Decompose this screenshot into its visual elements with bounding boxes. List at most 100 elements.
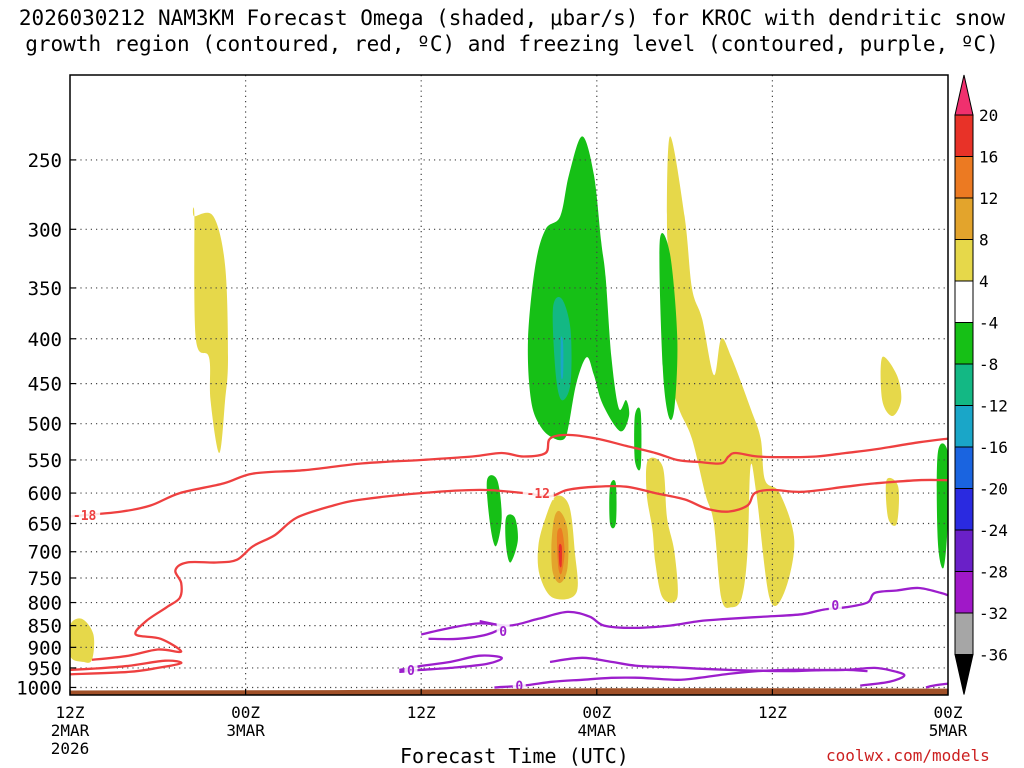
freezing-contour-5 (925, 682, 948, 689)
grid-lines (70, 75, 948, 695)
colorbar-swatch-8 (954, 446, 974, 489)
chart-title-line1: 2026030212 NAM3KM Forecast Omega (shaded… (18, 6, 1006, 30)
y-tick-label-450: 450 (28, 374, 62, 396)
freezing-contour-2 (399, 654, 503, 674)
colorbar-label-0: 20 (979, 106, 998, 125)
colorbar-bottom-triangle (954, 654, 974, 695)
y-tick-label-350: 350 (28, 278, 62, 300)
y-tick-label-950: 950 (28, 658, 62, 680)
omega-region-12 (560, 336, 564, 380)
dgz-label-bg-1 (522, 485, 554, 501)
dgz-contour-label-1: -12 (527, 487, 550, 502)
colorbar-label-2: 12 (979, 189, 998, 208)
colorbar-label-9: -20 (979, 480, 1008, 499)
omega-region-1 (70, 618, 95, 663)
dgz-label-bg-0 (70, 507, 101, 523)
colorbar-label-1: 16 (979, 148, 998, 167)
omega-region-18 (936, 443, 948, 569)
omega-region-5 (558, 543, 563, 568)
x-tick-label-0-0: 12Z (56, 703, 85, 722)
colorbar-swatch-9 (954, 488, 974, 531)
omega-region-13 (659, 232, 678, 420)
dgz-contour-label-0: -18 (73, 509, 97, 524)
freezing-contour-label-0: 0 (831, 599, 839, 614)
y-tick-label-800: 800 (28, 593, 62, 615)
plot-frame (69, 74, 949, 696)
colorbar-swatch-0 (954, 114, 974, 157)
x-tick-label-24-0: 12Z (407, 703, 436, 722)
colorbar-swatch-11 (954, 571, 974, 614)
colorbar: 20 16 12 8 4 -4 -8 -12 -16 -20 -24 -28 -32 -36 (954, 74, 1008, 695)
y-tick-label-750: 750 (28, 568, 62, 590)
y-tick-label-1000: 1000 (16, 677, 62, 699)
colorbar-label-11: -28 (979, 563, 1008, 582)
freezing-contour-3 (494, 666, 906, 689)
y-tick-label-700: 700 (28, 542, 62, 564)
x-tick-label-36-1: 4MAR (578, 721, 617, 740)
colorbar-swatch-7 (954, 405, 974, 448)
x-tick-label-48-0: 12Z (758, 703, 787, 722)
colorbar-label-12: -32 (979, 604, 1008, 623)
x-axis-title: Forecast Time (UTC) (400, 744, 629, 768)
colorbar-swatch-4 (954, 280, 974, 323)
omega-region-8 (880, 356, 902, 416)
omega-region-14 (634, 407, 642, 471)
colorbar-label-7: -12 (979, 397, 1008, 416)
omega-shading-layer (70, 136, 948, 663)
y-tick-label-600: 600 (28, 483, 62, 505)
freezing-level-contour-layer: 0 0 0 0 (399, 586, 948, 695)
colorbar-label-3: 8 (979, 231, 989, 250)
chart-title-line2: growth region (contoured, red, ºC) and f… (25, 32, 999, 56)
freezing-label-bg-0 (828, 596, 842, 612)
freezing-contour-label-2: 0 (407, 664, 415, 679)
omega-region-7 (645, 457, 678, 603)
omega-region-16 (486, 475, 502, 547)
freezing-contour-label-3: 0 (515, 680, 523, 695)
freezing-label-bg-1 (496, 622, 510, 638)
freezing-contour-4 (549, 656, 868, 673)
y-tick-label-900: 900 (28, 637, 62, 659)
dgz-contour-1 (91, 478, 948, 661)
x-tick-label-12-1: 3MAR (226, 721, 265, 740)
colorbar-label-5: -4 (979, 314, 998, 333)
x-tick-label-60-0: 00Z (934, 703, 963, 722)
colorbar-label-13: -36 (979, 646, 1008, 665)
omega-region-9 (885, 477, 900, 526)
freezing-contour-label-1: 0 (499, 625, 507, 640)
x-tick-label-0-2: 2026 (51, 739, 90, 758)
omega-region-0 (192, 207, 228, 453)
y-tick-label-500: 500 (28, 414, 62, 436)
colorbar-swatch-6 (954, 363, 974, 406)
freezing-label-bg-2 (404, 661, 418, 677)
colorbar-swatch-10 (954, 529, 974, 572)
y-tick-label-650: 650 (28, 514, 62, 536)
omega-region-15 (609, 479, 617, 529)
colorbar-label-4: 4 (979, 272, 989, 291)
dgz-contour-0 (70, 433, 948, 518)
colorbar-label-6: -8 (979, 355, 998, 374)
omega-region-6 (666, 136, 795, 608)
x-tick-label-60-1: 5MAR (929, 721, 968, 740)
y-tick-label-850: 850 (28, 616, 62, 638)
x-tick-label-12-0: 00Z (231, 703, 260, 722)
credit-label: coolwx.com/models (826, 746, 990, 765)
y-tick-label-400: 400 (28, 329, 62, 351)
omega-region-10 (527, 136, 630, 441)
omega-region-17 (505, 514, 518, 563)
colorbar-swatch-3 (954, 239, 974, 282)
x-tick-label-0-1: 2MAR (51, 721, 90, 740)
colorbar-swatch-1 (954, 156, 974, 199)
freezing-contour-0 (479, 586, 948, 630)
colorbar-swatch-2 (954, 197, 974, 240)
y-tick-label-300: 300 (28, 219, 62, 241)
colorbar-swatch-5 (954, 322, 974, 365)
y-tick-label-550: 550 (28, 450, 62, 472)
colorbar-label-10: -24 (979, 521, 1008, 540)
axes-layer: 2503003504004505005506006507007508008509… (16, 74, 968, 758)
colorbar-label-8: -16 (979, 438, 1008, 457)
colorbar-swatch-12 (954, 612, 974, 655)
dgz-contour-layer: -18 -12 (70, 433, 948, 676)
surface-terrain-layer (70, 688, 948, 695)
colorbar-top-triangle (954, 74, 974, 116)
